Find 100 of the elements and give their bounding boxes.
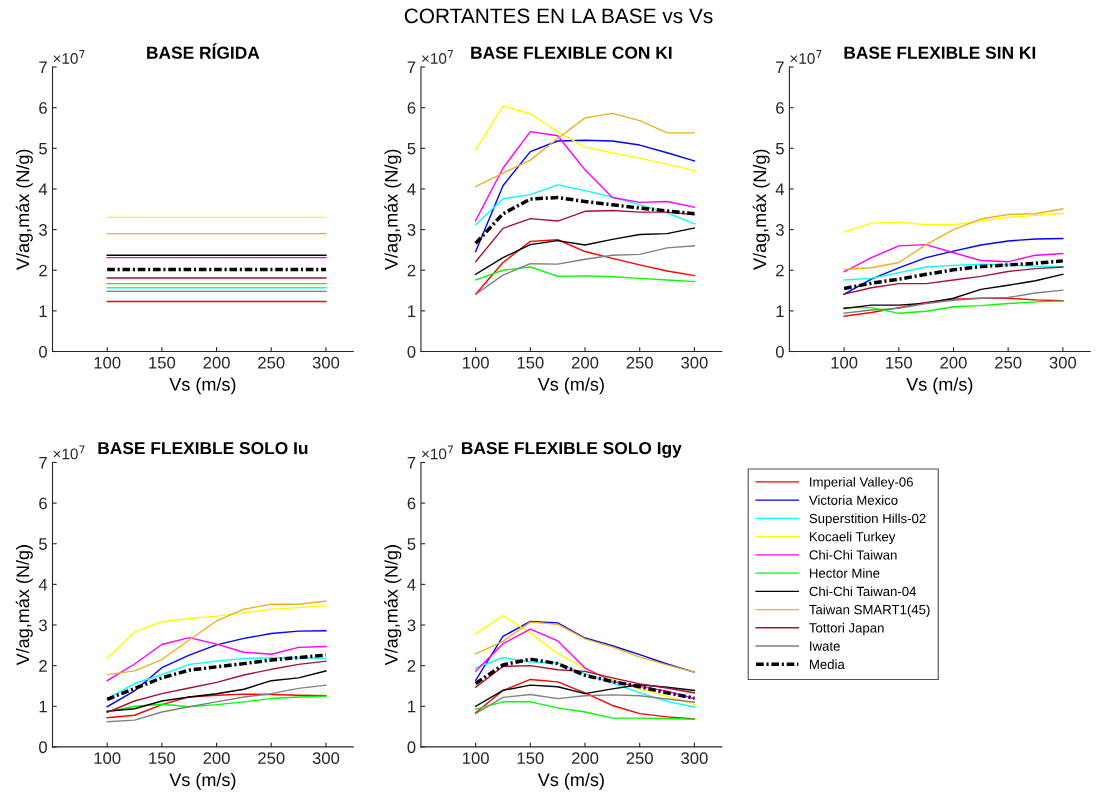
y-tick-label: 5	[39, 538, 47, 550]
y-tick-label: 1	[39, 700, 47, 713]
y-tick-label: 5	[39, 142, 47, 155]
x-axis-title: Vs (m/s)	[537, 772, 604, 790]
x-axis-title: Vs (m/s)	[906, 377, 973, 395]
text: ×10$^{7}$	[53, 50, 85, 64]
line-series	[106, 670, 327, 712]
x-tick-label: 100	[94, 356, 121, 369]
y-tick-label: 4	[407, 183, 416, 195]
y-axis-title: V/ag,máx (N/g)	[15, 149, 33, 270]
legend-label: Imperial Valley-06	[810, 476, 913, 490]
y-tick-label: 5	[775, 142, 784, 155]
line-series	[474, 664, 696, 694]
line-series	[474, 139, 696, 253]
y-tick-label: 3	[407, 619, 416, 632]
y-tick-label: 4	[38, 578, 48, 591]
line-series	[474, 656, 696, 708]
x-axis-title: Vs (m/s)	[537, 377, 604, 395]
y-tick-label: 2	[776, 264, 784, 277]
x-axis-title: Vs (m/s)	[169, 772, 236, 790]
line-series	[474, 105, 696, 172]
chart-title: BASE RÍGIDA	[147, 43, 260, 59]
y-tick-label: 1	[776, 305, 784, 317]
legend-label: Hector Mine	[809, 568, 880, 578]
line-series	[474, 130, 696, 222]
line-series	[106, 600, 327, 676]
x-tick-label: 150	[517, 356, 544, 369]
y-tick-label: 2	[39, 264, 47, 277]
x-tick-label: 150	[149, 752, 176, 765]
line-series	[843, 208, 1064, 271]
x-tick-label: 150	[149, 356, 176, 369]
x-tick-label: 200	[571, 752, 599, 765]
text: ×10$^{7}$	[790, 50, 822, 64]
line-series	[843, 273, 1064, 310]
x-tick-label: 150	[517, 752, 544, 765]
legend-label: Tottori Japan	[809, 622, 884, 636]
line-series	[474, 693, 696, 715]
x-tick-label: 150	[886, 356, 913, 369]
y-tick-label: 6	[407, 497, 416, 510]
x-tick-label: 200	[571, 356, 599, 369]
line-series	[474, 227, 696, 275]
x-tick-label: 300	[312, 752, 340, 765]
line-series	[106, 636, 327, 682]
y-tick-label: 1	[408, 305, 416, 317]
y-tick-label: 0	[407, 345, 416, 358]
line-series	[474, 678, 696, 720]
y-tick-label: 3	[39, 223, 47, 236]
y-tick-label: 3	[775, 223, 784, 236]
legend-label: Taiwan SMART1(45)	[809, 604, 930, 617]
x-tick-label: 200	[940, 356, 967, 369]
x-tick-label: 250	[995, 356, 1022, 369]
line-series	[106, 684, 327, 723]
y-tick-label: 3	[39, 619, 47, 632]
x-tick-label: 250	[258, 356, 285, 369]
x-tick-label: 250	[626, 752, 653, 765]
chart-title: BASE FLEXIBLE CON KI	[471, 46, 672, 59]
chart-title: BASE FLEXIBLE SOLO Igy	[462, 442, 682, 458]
y-tick-label: 3	[407, 223, 416, 236]
y-tick-label: 4	[775, 183, 785, 195]
y-tick-label: 4	[38, 183, 48, 195]
y-tick-label: 7	[39, 61, 47, 74]
y-tick-label: 4	[407, 578, 416, 591]
x-tick-label: 250	[626, 356, 653, 369]
y-tick-label: 2	[407, 660, 416, 672]
line-series	[106, 660, 327, 714]
line-series	[474, 701, 696, 720]
chart-title: BASE FLEXIBLE SOLO Iu	[98, 442, 308, 455]
line-series	[843, 212, 1064, 233]
line-series	[474, 266, 696, 283]
legend-label: Kocaeli Turkey	[809, 531, 896, 544]
y-tick-label: 6	[407, 102, 416, 114]
line-series	[474, 628, 696, 700]
line-series	[474, 209, 696, 263]
line-series	[842, 259, 1065, 291]
legend-label: Chi-Chi Taiwan	[809, 549, 897, 560]
x-tick-label: 100	[94, 752, 121, 765]
line-series	[843, 243, 1064, 273]
line-series	[843, 237, 1064, 295]
legend-label: Iwate	[810, 641, 840, 651]
line-series	[473, 195, 697, 246]
y-tick-label: 0	[39, 345, 47, 358]
line-series	[843, 289, 1064, 315]
x-tick-label: 250	[258, 752, 285, 765]
x-tick-label: 200	[203, 752, 230, 765]
y-tick-label: 7	[407, 457, 416, 469]
chart-title: BASE FLEXIBLE SIN KI	[844, 46, 1036, 59]
x-tick-label: 200	[203, 356, 230, 369]
legend-label: Superstition Hills-02	[809, 513, 926, 526]
y-tick-label: 5	[407, 142, 416, 155]
line-series	[474, 112, 696, 188]
x-tick-label: 300	[1049, 356, 1077, 369]
y-tick-label: 6	[776, 102, 784, 114]
line-series	[106, 605, 327, 660]
y-tick-label: 7	[776, 61, 784, 74]
y-tick-label: 2	[39, 660, 47, 672]
line-series	[843, 266, 1064, 295]
x-tick-label: 100	[831, 356, 858, 369]
y-tick-label: 0	[39, 741, 47, 754]
y-tick-label: 1	[39, 305, 47, 317]
legend-label: Media	[809, 659, 845, 670]
